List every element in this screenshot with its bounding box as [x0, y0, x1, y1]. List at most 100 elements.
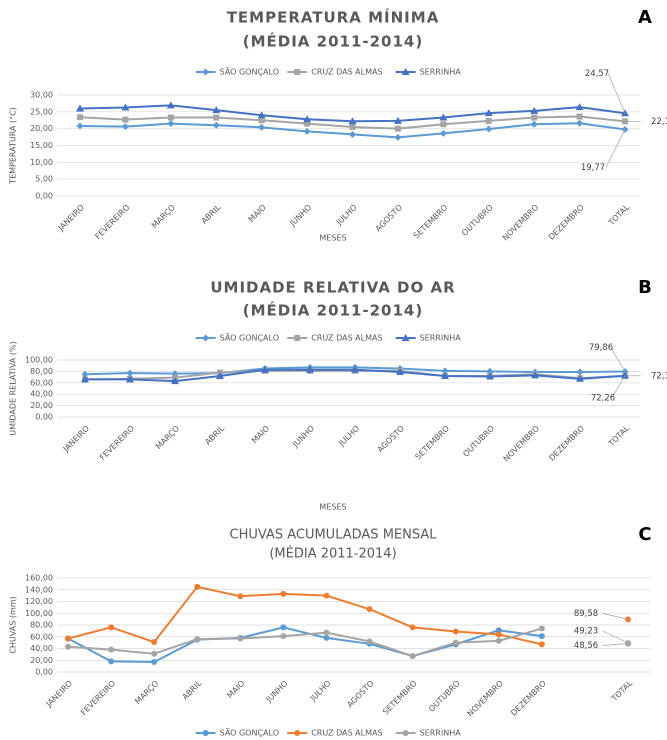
legend-label: SERRINHA [420, 68, 462, 77]
data-label: 24,57 [585, 69, 609, 79]
x-tick-label: JUNHO [287, 203, 313, 229]
x-tick-label: MARÇO [150, 203, 177, 230]
y-tick-label: 80,00 [30, 367, 53, 376]
marker [441, 367, 449, 375]
marker [108, 658, 115, 665]
marker [366, 606, 373, 613]
marker [351, 365, 359, 373]
marker [257, 111, 266, 119]
legend-label: SÃO GONÇALO [220, 67, 279, 77]
marker [530, 106, 539, 114]
marker [212, 106, 221, 114]
marker [452, 639, 459, 646]
y-tick-label: 100,00 [25, 356, 53, 365]
marker [171, 377, 179, 385]
y-tick-label: 15,00 [30, 141, 53, 150]
marker [194, 583, 201, 590]
marker [261, 365, 269, 373]
data-label: 79,86 [589, 343, 613, 353]
marker [485, 125, 493, 133]
marker [394, 133, 402, 141]
y-tick-label: 80,00 [30, 621, 53, 630]
chart-title: CHUVAS ACUMULADAS MENSAL [230, 528, 438, 543]
marker [294, 730, 301, 736]
x-tick-label: JANEIRO [56, 203, 86, 233]
marker [484, 109, 493, 117]
marker [126, 369, 134, 377]
marker [323, 629, 330, 636]
legend-label: SÃO GONÇALO [220, 728, 279, 738]
marker [303, 127, 311, 135]
y-tick-label: 25,00 [30, 107, 53, 116]
marker [621, 371, 629, 379]
legend-label: SERRINHA [420, 729, 462, 738]
marker [280, 590, 287, 597]
x-tick-label: NOVEMBRO [465, 679, 505, 719]
data-label: 22,16 [651, 117, 667, 127]
data-label: 72,26 [591, 393, 615, 403]
panel-label: B [638, 277, 652, 298]
y-tick-label: 100,00 [25, 609, 53, 618]
x-tick-label: ABRIL [203, 423, 226, 446]
x-tick-label: DEZEMBRO [547, 424, 586, 463]
marker [126, 375, 134, 383]
y-tick-label: 160,00 [25, 574, 53, 583]
marker [495, 627, 502, 634]
marker [202, 730, 209, 736]
x-tick-label: OUTUBRO [461, 424, 496, 459]
legend-label: CRUZ DAS ALMAS [311, 729, 382, 738]
marker [121, 123, 129, 131]
x-tick-label: SETEMBRO [413, 424, 451, 462]
y-tick-label: 5,00 [35, 175, 53, 184]
leader-line [610, 347, 626, 372]
data-label: 89,58 [574, 609, 598, 619]
marker [538, 641, 545, 648]
leader-line [602, 613, 629, 620]
marker [280, 633, 287, 640]
marker [439, 113, 448, 121]
panel-label: A [638, 7, 652, 28]
x-tick-label: SETEMBRO [381, 679, 419, 717]
x-axis-label: MESES [319, 503, 346, 512]
marker [485, 117, 492, 124]
y-axis-label: UMIDADE RELATIVA (%) [9, 341, 18, 436]
data-label: 49,23 [574, 627, 598, 637]
x-tick-label: ABRIL [181, 678, 204, 701]
y-tick-label: 40,00 [30, 390, 53, 399]
leader-line [611, 375, 626, 398]
y-axis-label: CHUVAS (mm) [9, 596, 18, 653]
marker [294, 69, 301, 75]
x-tick-label: MAIO [250, 424, 271, 445]
x-tick-label: TOTAL [609, 678, 634, 703]
chart-title: TEMPERATURA MÍNIMA [227, 8, 440, 27]
marker [65, 643, 71, 650]
marker [349, 123, 356, 130]
x-tick-label: FEVEREIRO [93, 203, 131, 241]
marker [575, 103, 584, 111]
marker [439, 129, 447, 137]
marker [576, 119, 584, 127]
marker [452, 628, 459, 635]
marker [258, 123, 266, 131]
marker [280, 624, 287, 631]
marker [495, 637, 502, 644]
marker [486, 372, 494, 380]
marker [576, 113, 583, 120]
y-tick-label: 140,00 [25, 585, 53, 594]
marker [393, 116, 402, 124]
y-tick-label: 20,00 [30, 656, 53, 665]
marker [294, 335, 301, 341]
marker [531, 114, 538, 121]
x-tick-label: NOVEMBRO [501, 203, 541, 243]
marker [237, 593, 244, 600]
marker [538, 633, 545, 640]
data-label: 72,36 [651, 371, 667, 381]
leader-line [602, 643, 629, 646]
marker [576, 374, 584, 382]
y-tick-label: 30,00 [30, 91, 53, 100]
marker [122, 116, 129, 123]
marker [409, 653, 416, 660]
x-tick-label: FEVEREIRO [98, 424, 136, 462]
marker [166, 101, 175, 109]
y-tick-label: 120,00 [25, 597, 53, 606]
